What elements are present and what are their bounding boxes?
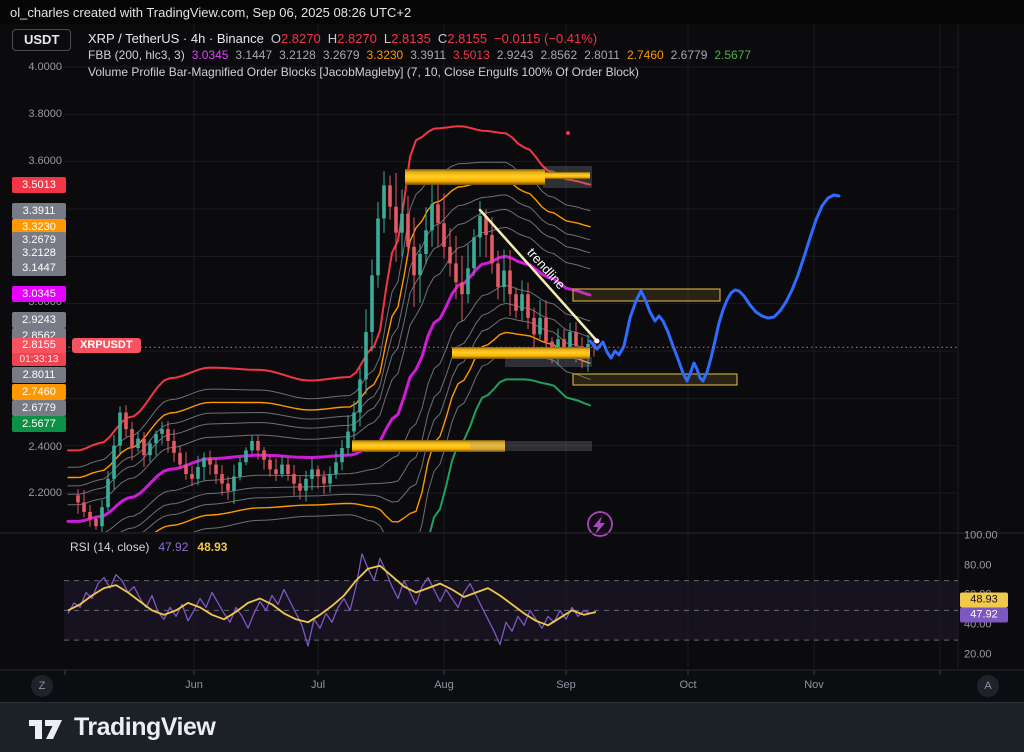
price-level-badge: 3.5013 (12, 177, 66, 193)
price-level-badge: 2.7460 (12, 384, 66, 400)
rsi-axis-label: 100.00 (964, 529, 998, 542)
fbb-indicator-row: FBB (200, hlc3, 3) 3.0345 3.1447 3.2128 3.26… (88, 47, 751, 64)
rsi-value-badge: 48.93 (960, 592, 1008, 608)
fbb-band-value: 2.6779 (670, 48, 708, 62)
price-level-badge: 2.9243 (12, 312, 66, 328)
fbb-band-value: 2.5677 (714, 48, 752, 62)
current-price-badge: 2.8155 01:33:13 (12, 338, 66, 366)
time-axis-month-label: Sep (556, 679, 576, 691)
price-level-badge: 3.2128 (12, 245, 66, 261)
price-level-badge: 3.1447 (12, 260, 66, 276)
volume-profile-indicator-row: Volume Profile Bar-Magnified Order Block… (88, 64, 751, 81)
drawing-anchor-dot (566, 131, 570, 135)
grid-lines (64, 25, 958, 668)
price-level-badge: 3.3230 (12, 219, 66, 235)
fbb-values: 3.0345 3.1447 3.2128 3.2679 3.3230 3.3911 3.50… (185, 48, 751, 62)
boost-button[interactable] (587, 511, 613, 537)
time-axis-ticks (64, 670, 941, 675)
ohlc-value: 2.8270 (337, 31, 377, 46)
fbb-band-value: 3.2679 (322, 48, 360, 62)
brand-wordmark[interactable]: TradingView (74, 713, 216, 741)
ohlc-letter: C (437, 31, 448, 46)
price-level-badge: 3.2679 (12, 232, 66, 248)
fbb-band-value: 3.1447 (235, 48, 273, 62)
fbb-band-value: 3.5013 (453, 48, 490, 62)
rsi-value-yellow: 48.93 (197, 540, 228, 554)
fbb-band-value: 2.8562 (540, 48, 578, 62)
current-price-value: 2.8155 (12, 338, 66, 353)
ohlc-value: 2.8270 (280, 31, 321, 46)
price-level-badge: 2.5677 (12, 416, 66, 432)
time-axis-month-label: Jul (310, 679, 326, 691)
ohlc-value: 2.8155 (447, 31, 488, 46)
time-axis-month-label: Oct (679, 679, 697, 691)
price-level-badge: 2.8011 (12, 367, 66, 383)
chart-legend: XRP / TetherUS · 4h · Binance O2.8270 H2.8… (88, 30, 751, 81)
price-level-badge: 2.6779 (12, 400, 66, 416)
price-axis-label: 2.2000 (28, 487, 62, 499)
lightning-icon (593, 516, 605, 535)
time-axis-month-label: Aug (434, 679, 454, 691)
rsi-legend: RSI (14, close) 47.92 48.93 (70, 540, 227, 554)
price-axis-label: 2.4000 (28, 441, 62, 453)
symbol-title[interactable]: XRP / TetherUS · 4h · Binance (88, 31, 264, 46)
change-value: −0.0115 (−0.41%) (494, 31, 598, 46)
projection-path[interactable] (588, 193, 841, 383)
scroll-left-button[interactable]: Z (31, 675, 53, 697)
volume-profile-indicator-label[interactable]: Volume Profile Bar-Magnified Order Block… (88, 65, 639, 79)
candlestick-series (76, 171, 596, 532)
fbb-band-value: 3.3911 (410, 48, 447, 62)
rsi-plot (64, 553, 958, 647)
fbb-band-value: 3.3230 (366, 48, 404, 62)
ohlc-value: 2.8135 (391, 31, 431, 46)
ohlc-letter: L (383, 31, 392, 46)
fbb-indicator-label[interactable]: FBB (200, hlc3, 3) (88, 48, 185, 62)
bar-countdown: 01:33:13 (12, 353, 66, 366)
rsi-value-badge: 47.92 (960, 607, 1008, 623)
rsi-axis-label: 80.00 (964, 559, 992, 572)
fbb-band-value: 2.8011 (584, 48, 620, 62)
attribution-bar: ol_charles created with TradingView.com,… (0, 0, 1024, 24)
price-axis-label: 3.8000 (28, 108, 62, 120)
rsi-axis-label: 20.00 (964, 648, 992, 661)
rsi-value-purple: 47.92 (158, 540, 189, 554)
footer-bar: TradingView (0, 702, 1024, 752)
ohlc-letter: H (327, 31, 338, 46)
price-axis-label: 3.6000 (28, 155, 62, 167)
symbol-row: XRP / TetherUS · 4h · Binance O2.8270 H2.8… (88, 30, 751, 47)
rsi-indicator-label[interactable]: RSI (14, close) (70, 540, 150, 554)
price-level-badge: 3.3911 (12, 203, 66, 219)
fbb-band-value: 2.7460 (626, 48, 664, 62)
order-blocks (352, 166, 738, 452)
ohlc-letter: O (270, 31, 281, 46)
fbb-band-value: 3.2128 (279, 48, 316, 62)
ohlc-values: O2.8270 H2.8270 L2.8135 C2.8155 (264, 31, 487, 46)
time-axis-month-label: Nov (804, 679, 824, 691)
tradingview-logo-icon[interactable] (28, 714, 64, 742)
time-axis-month-label: Jun (185, 679, 203, 691)
fbb-band-value: 2.9243 (496, 48, 534, 62)
currency-toggle-button[interactable]: USDT (12, 29, 72, 51)
scroll-right-button[interactable]: A (977, 675, 999, 697)
fbb-band-value: 3.0345 (191, 48, 229, 62)
price-level-badge: 3.0345 (12, 286, 66, 302)
price-axis-label: 4.0000 (28, 61, 62, 73)
symbol-price-tag: XRPUSDT (72, 338, 141, 353)
